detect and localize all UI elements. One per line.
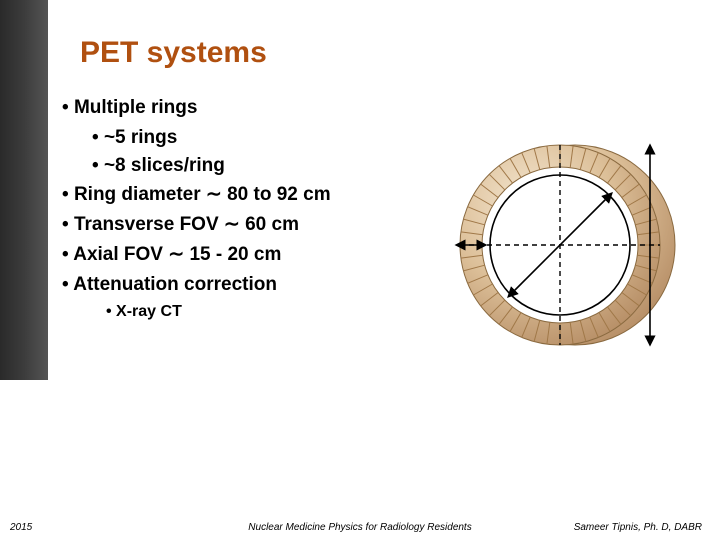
pet-ring-diagram: [450, 130, 680, 360]
bullet-item: • Multiple rings: [62, 96, 331, 120]
bullet-list: • Multiple rings • ~5 rings • ~8 slices/…: [62, 90, 331, 326]
bullet-item: • ~5 rings: [92, 126, 331, 150]
bullet-item: • X-ray CT: [106, 302, 331, 322]
sidebar-gradient: [0, 0, 48, 380]
bullet-item: • Transverse FOV ∼ 60 cm: [62, 213, 331, 237]
bullet-text: Transverse FOV ∼ 60 cm: [74, 214, 299, 235]
bullet-text: Attenuation correction: [73, 274, 277, 295]
bullet-text: Multiple rings: [74, 97, 198, 118]
footer-right: Sameer Tipnis, Ph. D, DABR: [574, 522, 702, 533]
bullet-item: • Attenuation correction: [62, 273, 331, 297]
slide-title: PET systems: [80, 36, 267, 70]
bullet-item: • Axial FOV ∼ 15 - 20 cm: [62, 243, 331, 267]
bullet-text: ~8 slices/ring: [104, 155, 225, 176]
bullet-item: • Ring diameter ∼ 80 to 92 cm: [62, 183, 331, 207]
bullet-text: X-ray CT: [116, 303, 182, 320]
bullet-text: Ring diameter ∼ 80 to 92 cm: [74, 184, 331, 205]
bullet-text: Axial FOV ∼ 15 - 20 cm: [73, 244, 281, 265]
bullet-text: ~5 rings: [104, 127, 177, 148]
bullet-item: • ~8 slices/ring: [92, 154, 331, 178]
